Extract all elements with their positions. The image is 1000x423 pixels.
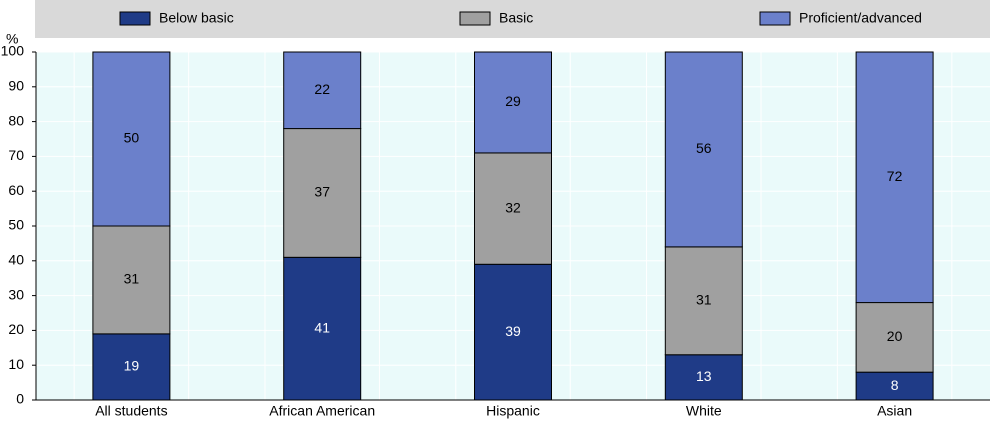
legend-label: Proficient/advanced <box>799 10 922 26</box>
bar-segment <box>664 51 743 248</box>
bar-segment <box>474 51 552 154</box>
data-label: 22 <box>314 81 330 97</box>
bar-segment <box>283 256 362 401</box>
legend-swatch <box>459 11 491 26</box>
data-label: 72 <box>887 168 903 184</box>
y-axis-label: % <box>6 31 18 47</box>
y-tick-label: 20 <box>8 321 24 337</box>
bar-segment <box>92 225 171 335</box>
data-label: 19 <box>124 358 140 374</box>
y-tick-label: 0 <box>16 391 24 407</box>
legend-swatch <box>759 11 791 26</box>
x-tick-label: Asian <box>877 403 912 419</box>
bar-segment <box>855 51 934 304</box>
data-label: 8 <box>891 377 899 393</box>
y-tick-label: 100 <box>1 43 25 59</box>
data-label: 50 <box>124 130 140 146</box>
data-label: 41 <box>314 319 330 335</box>
y-tick-label: 70 <box>8 147 24 163</box>
bar-segment <box>664 354 743 401</box>
x-tick-label: Hispanic <box>486 403 540 419</box>
data-label: 29 <box>505 93 521 109</box>
data-label: 31 <box>124 271 140 287</box>
bar-segment <box>474 263 552 401</box>
bar-segment <box>855 371 934 401</box>
data-label: 56 <box>696 140 712 156</box>
bar-segment <box>92 333 171 401</box>
y-tick-label: 60 <box>8 182 24 198</box>
x-tick-label: African American <box>269 403 375 419</box>
y-tick-label: 40 <box>8 252 24 268</box>
y-tick-label: 10 <box>8 356 24 372</box>
y-tick-label: 30 <box>8 286 24 302</box>
legend-swatch <box>119 11 151 26</box>
x-tick-label: All students <box>95 403 167 419</box>
legend-label: Basic <box>499 10 533 26</box>
data-label: 20 <box>887 328 903 344</box>
y-tick-label: 50 <box>8 217 24 233</box>
data-label: 39 <box>505 323 521 339</box>
bar-segment <box>855 302 934 373</box>
legend-label: Below basic <box>159 10 234 26</box>
x-tick-label: White <box>686 403 722 419</box>
bar-segment <box>283 51 362 130</box>
bar-segment <box>283 128 362 258</box>
bar-segment <box>474 152 552 265</box>
data-label: 31 <box>696 292 712 308</box>
bar-segment <box>92 51 171 227</box>
y-tick-label: 80 <box>8 112 24 128</box>
y-tick-label: 90 <box>8 78 24 94</box>
data-label: 37 <box>314 184 330 200</box>
data-label: 32 <box>505 199 521 215</box>
data-label: 13 <box>696 368 712 384</box>
bar-segment <box>664 246 743 356</box>
legend-box <box>35 0 990 38</box>
